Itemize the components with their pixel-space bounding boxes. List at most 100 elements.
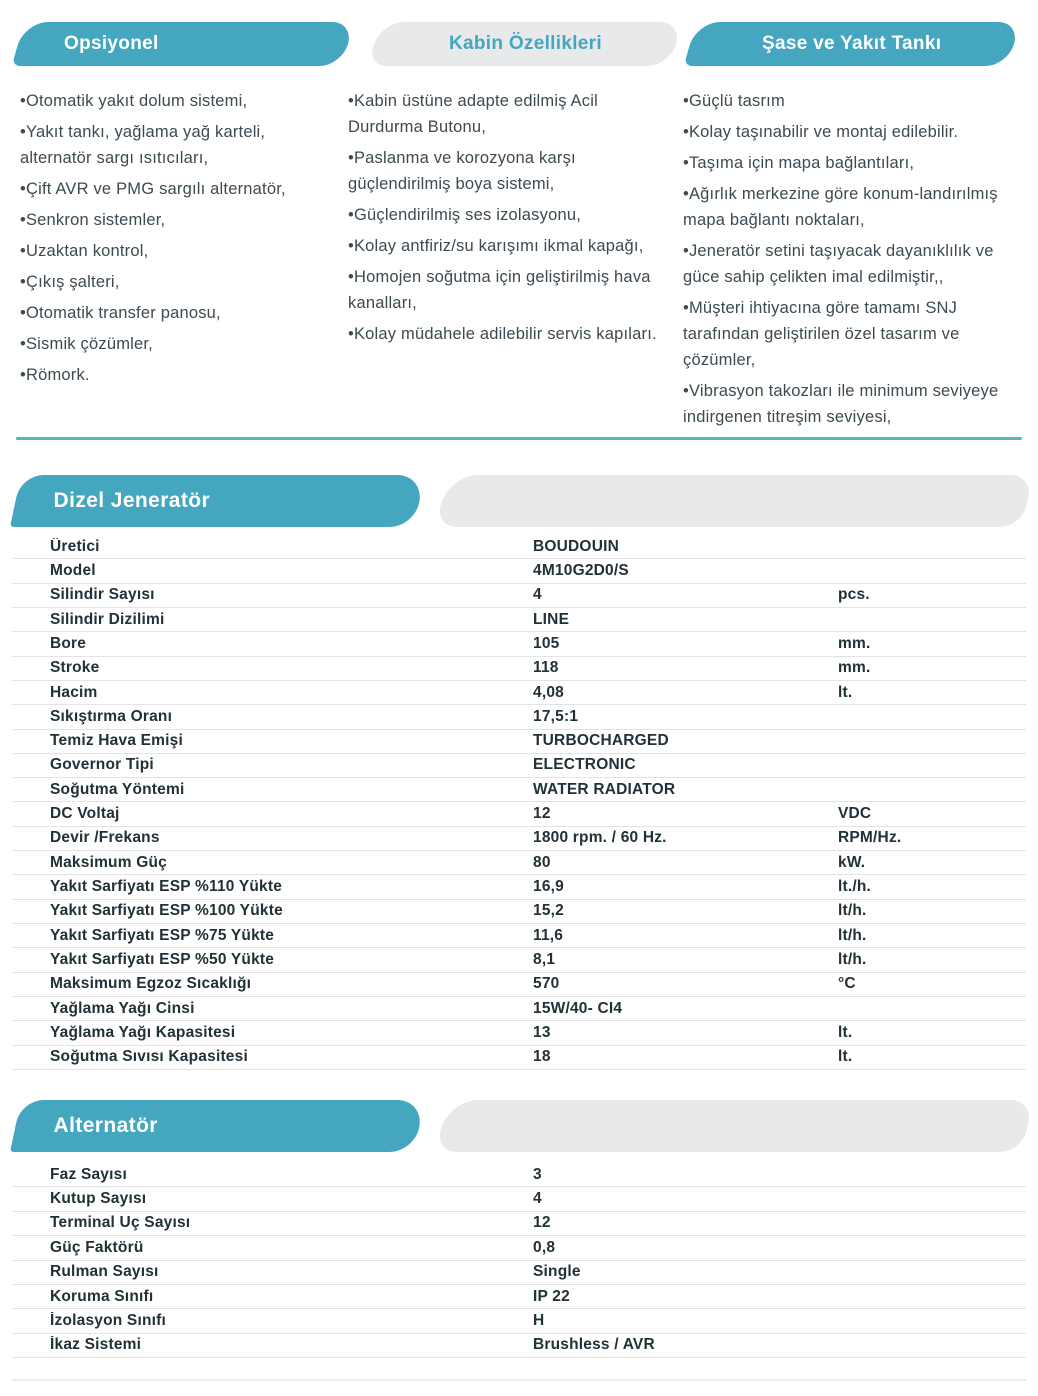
spec-unit: lt. [838, 1023, 853, 1041]
spec-row: Terminal Uç Sayısı 12 [12, 1212, 1026, 1237]
spec-row: Yakıt Sarfiyatı ESP %100 Yükte 15,2 lt/h… [12, 900, 1026, 924]
feature-item: •Otomatik yakıt dolum sistemi, [20, 92, 248, 110]
feature-item: •Taşıma için mapa bağlantıları, [683, 154, 915, 172]
spec-value: ELECTRONIC [533, 756, 636, 774]
spec-label: Yakıt Sarfiyatı ESP %75 Yükte [50, 926, 275, 944]
spec-label: Faz Sayısı [50, 1165, 127, 1183]
spec-row: Yakıt Sarfiyatı ESP %110 Yükte 16,9 lt./… [12, 875, 1026, 900]
spec-value: LINE [533, 610, 570, 628]
spec-row: İzolasyon Sınıfı H [12, 1309, 1026, 1334]
dizel-header-title: Dizel Jeneratör [53, 489, 211, 512]
feature-list-sase: •Güçlü tasrım •Kolay taşınabilir ve monta… [683, 88, 1028, 435]
spec-label: DC Voltaj [50, 805, 120, 823]
spec-label: Rulman Sayısı [50, 1263, 159, 1281]
feature-tabs-row: Opsiyonel Kabin Özellikleri Şase ve Yakı… [0, 22, 1038, 66]
spec-value: 4 [533, 586, 542, 604]
spec-label: İzolasyon Sınıfı [50, 1312, 167, 1330]
spec-unit: RPM/Hz. [838, 829, 902, 847]
dizel-header-ribbon: Dizel Jeneratör [10, 475, 426, 527]
spec-row: Yakıt Sarfiyatı ESP %50 Yükte 8,1 lt/h. [12, 948, 1026, 973]
feature-item: •Vibrasyon takozları ile minimum seviyey… [683, 382, 999, 426]
spec-row: Governor Tipi ELECTRONIC [12, 754, 1026, 779]
feature-item: •Jeneratör setini taşıyacak dayanıklılık… [683, 242, 994, 286]
spec-label: Yakıt Sarfiyatı ESP %50 Yükte [50, 950, 275, 968]
spec-value: IP 22 [533, 1287, 570, 1305]
spec-row: Hacim 4,08 lt. [12, 681, 1026, 706]
spec-row: Temiz Hava Emişi TURBOCHARGED [12, 730, 1026, 754]
spec-value: 4,08 [533, 683, 564, 701]
spec-row: Güç Faktörü 0,8 [12, 1236, 1026, 1261]
spec-row: Devir /Frekans 1800 rpm. / 60 Hz. RPM/Hz… [12, 827, 1026, 852]
spec-value: BOUDOUIN [533, 537, 619, 555]
spec-value: 80 [533, 853, 551, 871]
tab-sase-ve-yakit-tanki-label: Şase ve Yakıt Tankı [762, 33, 942, 54]
spec-value: 11,6 [533, 926, 564, 944]
feature-columns: •Otomatik yakıt dolum sistemi, •Yakıt tan… [20, 88, 1028, 435]
spec-label: Governor Tipi [50, 756, 154, 774]
spec-row: Soğutma Sıvısı Kapasitesi 18 lt. [12, 1046, 1026, 1070]
spec-label: Terminal Uç Sayısı [50, 1214, 191, 1232]
spec-unit: mm. [838, 659, 871, 677]
spec-unit: kW. [838, 853, 866, 871]
spec-label: Silindir Sayısı [50, 586, 155, 604]
spec-label: Sıkıştırma Oranı [50, 707, 173, 725]
spec-unit: lt/h. [838, 950, 867, 968]
spec-unit: lt/h. [838, 902, 867, 920]
spec-value: 3 [533, 1165, 542, 1183]
spec-value: 1800 rpm. / 60 Hz. [533, 829, 667, 847]
spec-row: Stroke 118 mm. [12, 657, 1026, 681]
spec-row: Silindir Sayısı 4 pcs. [12, 584, 1026, 608]
feature-list-kabin: •Kabin üstüne adapte edilmiş Acil Durdur… [348, 88, 683, 435]
spec-label: Soğutma Sıvısı Kapasitesi [50, 1048, 248, 1066]
spec-value: 18 [533, 1048, 551, 1066]
spec-row: Maksimum Egzoz Sıcaklığı 570 °C [12, 973, 1026, 997]
spec-label: Stroke [50, 659, 100, 677]
feature-item: •Çift AVR ve PMG sargılı alternatör, [20, 180, 286, 198]
dizel-spec-table: Üretici BOUDOUIN Model 4M10G2D0/S Silind… [12, 535, 1026, 1070]
spec-value: 12 [533, 1214, 551, 1232]
spec-row: Yağlama Yağı Cinsi 15W/40- CI4 [12, 997, 1026, 1022]
spec-label: Model [50, 561, 96, 579]
spec-label: Maksimum Egzoz Sıcaklığı [50, 975, 252, 993]
spec-value: 105 [533, 634, 560, 652]
spec-label: Yakıt Sarfiyatı ESP %100 Yükte [50, 902, 283, 920]
feature-item: •Homojen soğutma için geliştirilmiş hava… [348, 268, 651, 312]
tab-kabin-ozellikleri-label: Kabin Özellikleri [448, 33, 602, 54]
spec-label: Üretici [50, 537, 100, 555]
spec-value: 4 [533, 1190, 542, 1208]
spec-value: 570 [533, 975, 560, 993]
spec-unit: lt. [838, 1048, 853, 1066]
spec-row: Bore 105 mm. [12, 632, 1026, 657]
spec-row: Faz Sayısı 3 [12, 1163, 1026, 1188]
alternator-spec-table: Faz Sayısı 3 Kutup Sayısı 4 Terminal Uç … [12, 1163, 1026, 1359]
spec-value: 17,5:1 [533, 707, 579, 725]
spec-unit: °C [838, 975, 856, 993]
feature-item: •Sismik çözümler, [20, 335, 153, 353]
dizel-header-gray-tail [436, 475, 1034, 527]
spec-label: Yağlama Yağı Cinsi [50, 999, 195, 1017]
feature-item: •Paslanma ve korozyona karşı güçlendiril… [348, 149, 576, 193]
feature-list-opsiyonel: •Otomatik yakıt dolum sistemi, •Yakıt tan… [20, 88, 348, 435]
spec-unit: pcs. [838, 586, 870, 604]
tab-kabin-ozellikleri: Kabin Özellikleri [367, 22, 683, 66]
spec-row: Kutup Sayısı 4 [12, 1187, 1026, 1212]
alternator-header-gray-tail [436, 1100, 1034, 1152]
spec-value: Brushless / AVR [533, 1336, 655, 1354]
spec-label: Hacim [50, 683, 98, 701]
spec-label: Yakıt Sarfiyatı ESP %110 Yükte [50, 878, 283, 896]
spec-row: Sıkıştırma Oranı 17,5:1 [12, 705, 1026, 730]
spec-label: Devir /Frekans [50, 829, 160, 847]
spec-label: Silindir Dizilimi [50, 610, 165, 628]
feature-item: •Müşteri ihtiyacına göre tamamı SNJ tara… [683, 299, 960, 369]
spec-label: Soğutma Yöntemi [50, 780, 185, 798]
spec-label: İkaz Sistemi [50, 1336, 142, 1354]
spec-row: DC Voltaj 12 VDC [12, 802, 1026, 827]
spec-row: Rulman Sayısı Single [12, 1261, 1026, 1285]
feature-item: •Ağırlık merkezine göre konum-landırılmı… [683, 185, 998, 229]
tab-sase-ve-yakit-tanki: Şase ve Yakıt Tankı [683, 22, 1021, 66]
spec-row: Yağlama Yağı Kapasitesi 13 lt. [12, 1021, 1026, 1046]
feature-item: •Kolay antfiriz/su karışımı ikmal kapağı… [348, 237, 644, 255]
spec-row: Maksimum Güç 80 kW. [12, 851, 1026, 876]
spec-row: Üretici BOUDOUIN [12, 535, 1026, 560]
